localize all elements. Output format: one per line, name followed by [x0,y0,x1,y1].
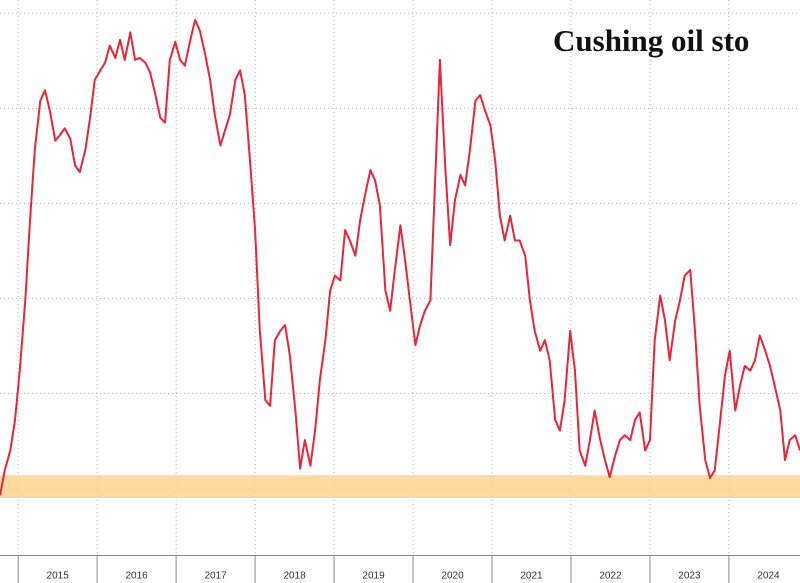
x-tick-label: 2023 [678,571,701,582]
x-tick-label: 2018 [283,571,306,582]
chart-title: Cushing oil sto [553,23,749,58]
threshold-band [0,475,800,498]
x-tick-label: 2019 [362,571,385,582]
x-tick-label: 2016 [125,571,148,582]
x-tick-label: 2024 [757,571,780,582]
x-tick-label: 2020 [441,571,464,582]
x-tick-label: 2015 [47,571,70,582]
data-line [0,18,800,496]
x-tick-label: 2017 [204,571,227,582]
x-tick-label: 2021 [520,571,543,582]
x-tick-label: 2022 [599,571,622,582]
